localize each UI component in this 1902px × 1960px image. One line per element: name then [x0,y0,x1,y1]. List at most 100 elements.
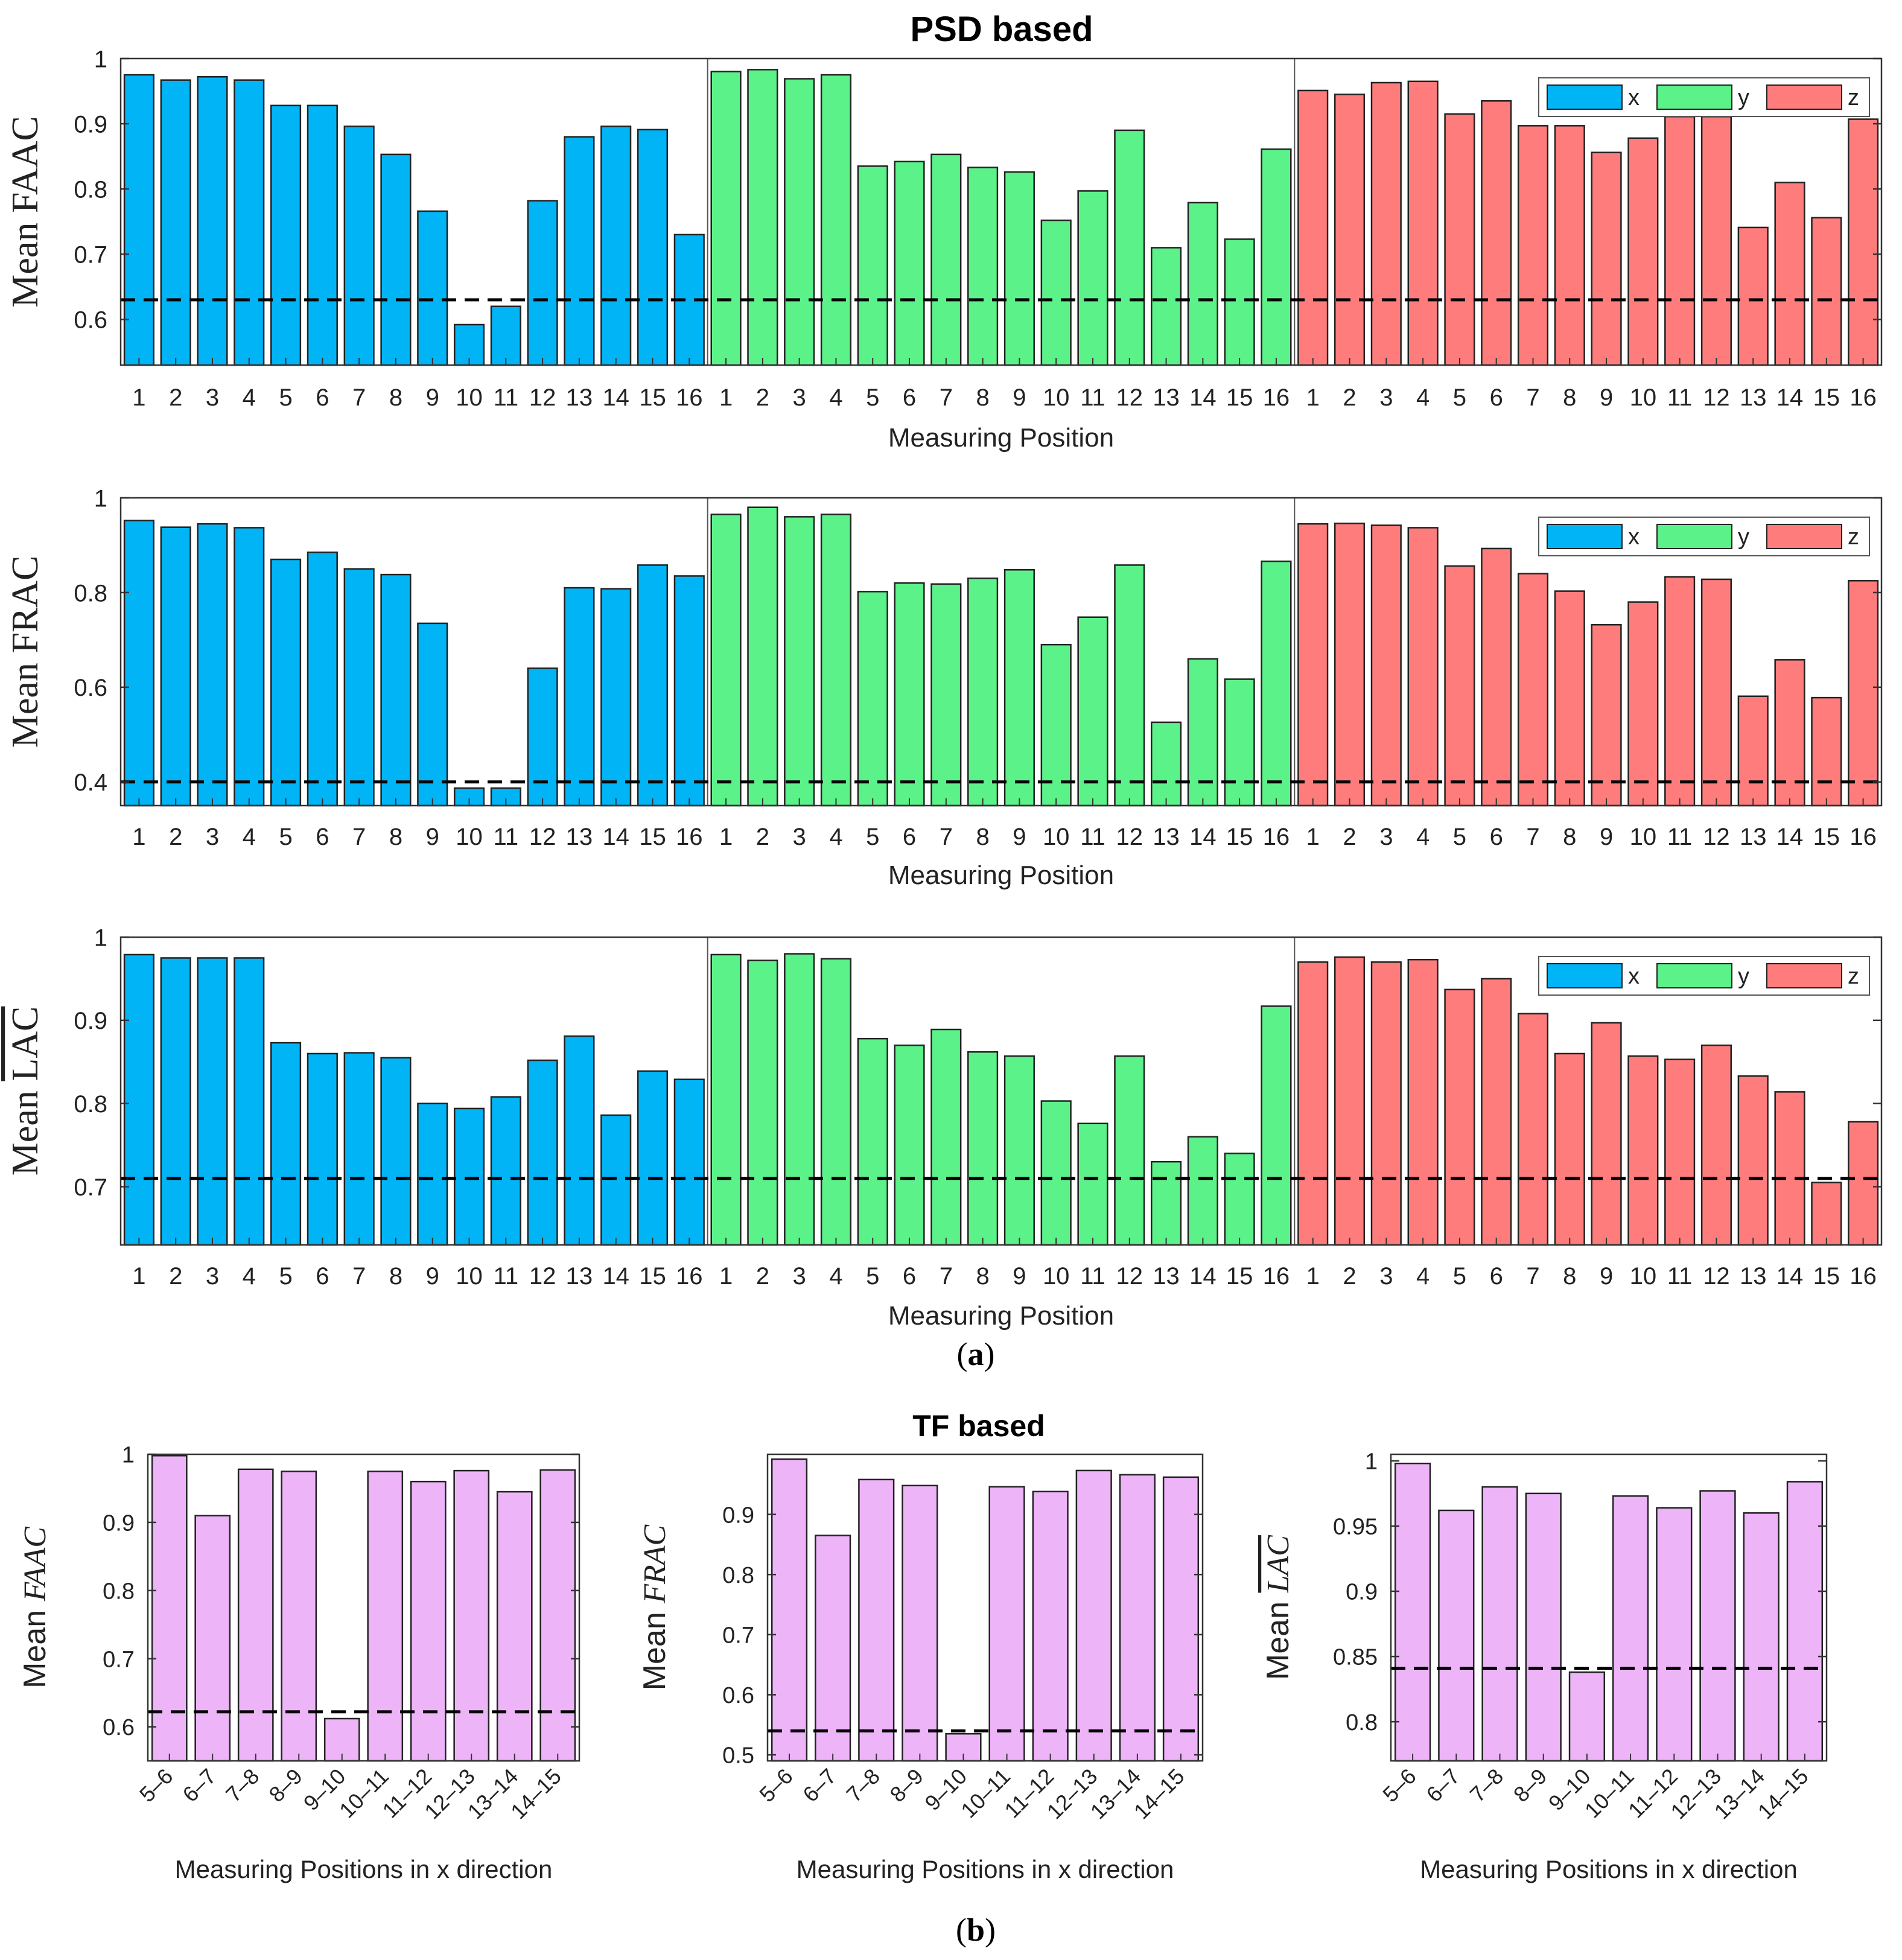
x-tick-label: 3 [793,384,806,411]
x-tick-label: 7 [1526,824,1539,850]
bar-7–8 [858,1478,895,1762]
x-tick-label: 1 [719,384,733,411]
bar-z-3 [1370,961,1402,1246]
axes-frame [119,936,1883,1246]
x-tick-label: 8 [1563,1263,1576,1290]
bar-x-9 [417,622,448,807]
x-tick-label: 9 [426,384,439,411]
bar-10–11 [367,1470,404,1762]
bar-10–11 [1612,1495,1649,1762]
bar-x-2 [160,957,191,1246]
y-axis-label-symbol: FRAC [638,1524,672,1603]
bar-z-4 [1407,958,1439,1246]
x-tick-label: 14–15 [1753,1764,1813,1824]
caption-a-letter: a [968,1336,984,1372]
bar-z-5 [1444,565,1475,807]
x-tick-label: 7–8 [841,1764,884,1807]
bar-x-14 [600,1114,632,1246]
bar-z-8 [1554,1052,1585,1246]
y-tick-label: 0.9 [1346,1580,1378,1605]
bar-y-9 [1003,569,1035,807]
x-tick-label: 8–9 [1509,1764,1551,1807]
bar-y-16 [1261,560,1292,807]
x-tick-label: 11 [1667,1263,1693,1290]
y-tick-label: 0.95 [1333,1515,1378,1540]
bar-z-11 [1664,115,1696,366]
bar-z-6 [1481,978,1512,1246]
bar-x-9 [417,1102,448,1246]
x-tick-label: 2 [169,384,182,411]
bar-13–14 [1119,1474,1156,1762]
bar-y-7 [930,153,962,366]
bar-x-4 [234,957,265,1246]
x-tick-label: 9 [1600,384,1613,411]
y-axis-label-prefix: Mean [5,1081,46,1176]
x-tick-label: 2 [169,1263,182,1290]
bar-x-8 [380,153,412,366]
y-axis-label-symbol: FAAC [5,116,46,213]
x-axis-label: Measuring Position [888,1301,1114,1331]
bar-y-2 [747,69,778,366]
x-tick-label: 14 [1189,824,1217,850]
y-tick-label: 0.8 [103,1579,135,1604]
legend-swatch-x [1547,963,1623,988]
x-tick-label: 16 [1850,384,1877,411]
x-tick-label: 5 [279,824,292,850]
x-tick-label: 1 [132,384,145,411]
bar-z-4 [1407,80,1439,366]
chart-2: 0.40.60.811 2 3 4 5 6 7 8 9 10 11 12 13 14 15 16 1 2 3 4 5 6 7… [5,485,1883,890]
legend-label-z: z [1848,85,1859,110]
x-axis-label: Measuring Positions in x direction [175,1855,553,1883]
x-tick-label: 10 [1043,1263,1070,1290]
x-tick-label: 4 [243,824,256,850]
bar-z-8 [1554,125,1585,366]
bar-12–13 [1699,1490,1736,1762]
x-tick-label: 8 [976,384,989,411]
bar-x-2 [160,79,191,366]
bar-y-13 [1150,721,1182,807]
bar-x-8 [380,573,412,807]
bar-z-7 [1517,125,1549,366]
x-tick-label: 14 [1189,1263,1217,1290]
x-tick-label: 6 [316,384,329,411]
x-tick-label: 10 [1630,824,1657,850]
chart-4: 0.60.70.80.915–6 6–7 7–8 8–99–1010–1111–121… [17,1443,580,1883]
x-tick-label: 1 [1306,384,1320,411]
x-tick-label: 6–7 [177,1764,220,1807]
x-tick-label: 13 [1740,1263,1767,1290]
x-tick-label: 15 [639,1263,666,1290]
bar-x-2 [160,526,191,807]
bar-z-2 [1334,523,1366,807]
legend-label-z: z [1848,524,1859,550]
bar-x-8 [380,1057,412,1246]
x-tick-label: 12 [1116,1263,1143,1290]
x-tick-label: 6 [903,1263,916,1290]
x-tick-label: 8 [976,1263,989,1290]
axes-frame [147,1453,580,1762]
bar-14–15 [539,1469,576,1762]
x-tick-label: 7 [352,1263,366,1290]
x-tick-label: 4 [829,824,842,850]
y-tick-label: 0.8 [74,580,107,606]
y-tick-label: 0.8 [74,177,107,203]
bar-x-3 [197,76,228,366]
bar-z-14 [1774,182,1805,366]
bar-z-1 [1297,89,1329,366]
bar-5–6 [771,1458,808,1762]
x-tick-label: 7 [940,824,953,850]
legend-swatch-y [1656,524,1732,549]
bar-x-11 [490,305,521,366]
bar-y-7 [930,583,962,807]
x-tick-label: 13 [1153,824,1180,850]
y-tick-label: 0.6 [74,307,107,334]
bar-y-8 [967,1051,999,1246]
y-axis-label: Mean LAC [1261,1535,1296,1680]
bar-x-15 [637,1070,669,1246]
bar-x-7 [343,1052,375,1246]
bar-z-12 [1700,1044,1732,1246]
x-tick-label: 7 [352,384,366,411]
charts: 0.60.70.80.911 2 3 4 5 6 7 8 9 10 11 12 13 14 15 16 1 2 3 4… [5,46,1883,1883]
legend: x y z [1538,77,1870,117]
bar-x-15 [637,564,669,807]
